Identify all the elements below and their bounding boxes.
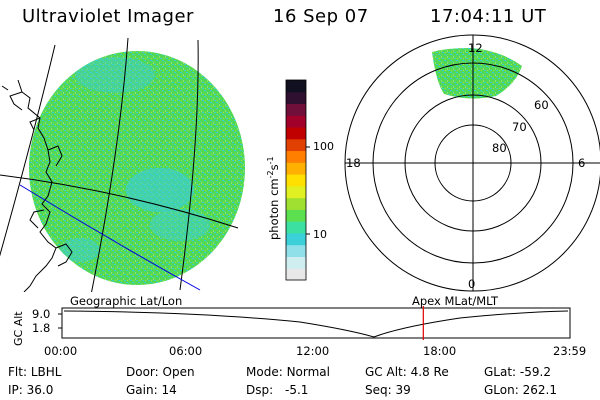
y-tick-9: 9.0 — [32, 307, 51, 321]
gc-alt-axis-label: GC Alt — [12, 311, 25, 346]
colorbar-segment — [286, 268, 306, 281]
colorbar-segment — [286, 80, 306, 93]
mlt-label-12: 12 — [468, 41, 483, 55]
colorbar-segment — [286, 209, 306, 222]
coastline — [1, 79, 73, 292]
instrument-title: Ultraviolet Imager — [22, 6, 194, 27]
terminator-line — [19, 184, 201, 291]
colorbar-segment — [286, 256, 306, 269]
colorbar — [286, 80, 306, 281]
colorbar-segment — [286, 150, 306, 163]
mlt-label-0: 0 — [468, 277, 476, 291]
x-tick-0000: 00:00 — [44, 344, 78, 358]
colorbar-unit: photon cm-2s-1 — [266, 156, 281, 240]
geo-latlon-label: Geographic Lat/Lon — [70, 294, 183, 308]
gain-info: Gain: 14 — [126, 383, 177, 397]
colorbar-segment — [286, 221, 306, 234]
colorbar-label-10: 10 — [313, 228, 327, 241]
colorbar-segment — [286, 232, 306, 246]
apex-mlat-label: Apex MLat/MLT — [412, 294, 499, 308]
colorbar-segment — [286, 91, 306, 105]
glat-info: GLat: -59.2 — [484, 365, 551, 379]
glon-info: GLon: 262.1 — [484, 383, 557, 397]
colorbar-segment — [286, 138, 306, 152]
colorbar-segment — [286, 185, 306, 199]
colorbar-label-100: 100 — [313, 140, 334, 153]
geo-grid — [0, 37, 239, 292]
auroral-image — [29, 51, 245, 285]
lat-label-70: 70 — [512, 120, 527, 134]
polar-plot — [344, 34, 600, 292]
mode-info: Mode: Normal — [246, 365, 330, 379]
colorbar-segment — [286, 197, 306, 210]
colorbar-segment — [286, 115, 306, 128]
y-tick-1-8: 1.8 — [32, 321, 51, 335]
colorbar-segment — [286, 162, 306, 175]
mlt-label-6: 6 — [578, 156, 586, 170]
colorbar-frame — [285, 79, 307, 281]
colorbar-segment — [286, 103, 306, 116]
ip-info: IP: 36.0 — [8, 383, 54, 397]
polar-auroral-oval — [432, 48, 522, 99]
x-tick-1800: 18:00 — [423, 344, 457, 358]
colorbar-segment — [286, 174, 306, 187]
colorbar-segment — [286, 244, 306, 257]
x-tick-2359: 23:59 — [553, 344, 587, 358]
gc-alt-info: GC Alt: 4.8 Re — [365, 365, 449, 379]
time-label: 17:04:11 UT — [430, 6, 547, 27]
lat-label-80: 80 — [492, 141, 507, 155]
colorbar-segment — [286, 127, 306, 140]
x-tick-0600: 06:00 — [169, 344, 203, 358]
x-tick-1200: 12:00 — [296, 344, 330, 358]
mlt-label-18: 18 — [346, 156, 361, 170]
seq-info: Seq: 39 — [365, 383, 411, 397]
dsp-info: Dsp: -5.1 — [246, 383, 309, 397]
orbit-timeline — [58, 306, 571, 340]
flt-info: Flt: LBHL — [8, 365, 62, 379]
date-label: 16 Sep 07 — [273, 6, 369, 27]
door-info: Door: Open — [126, 365, 195, 379]
lat-label-60: 60 — [534, 98, 549, 112]
